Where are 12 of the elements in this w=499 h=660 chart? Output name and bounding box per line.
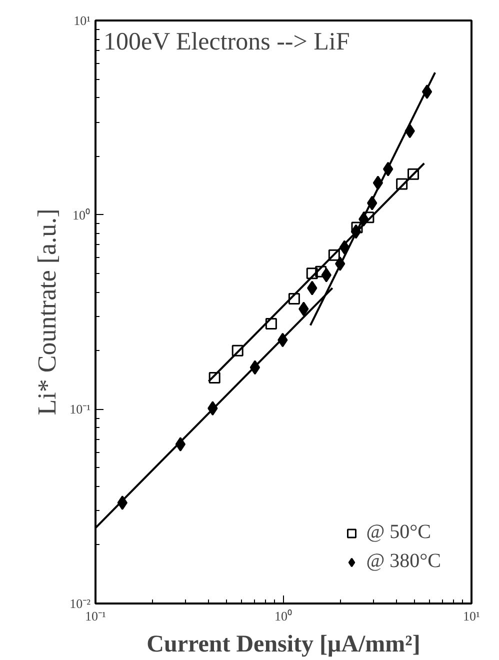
chart-title: 100eV Electrons --> LiF — [104, 28, 350, 56]
y-tick-label: 10⁻¹ — [70, 402, 91, 417]
y-axis-title: Li* Countrate [a.u.] — [32, 208, 62, 416]
legend-label: @ 380°C — [366, 550, 441, 573]
x-tick-label: 10⁰ — [274, 608, 292, 624]
y-tick-label: 10¹ — [74, 13, 91, 28]
x-tick-label: 10⁻¹ — [85, 608, 106, 624]
x-axis-title: Current Density [μA/mm²] — [146, 632, 420, 658]
legend-label: @ 50°C — [366, 521, 431, 544]
y-tick-label: 10⁰ — [72, 207, 90, 222]
x-tick-label: 10¹ — [463, 608, 480, 624]
y-tick-label: 10⁻² — [70, 596, 91, 611]
